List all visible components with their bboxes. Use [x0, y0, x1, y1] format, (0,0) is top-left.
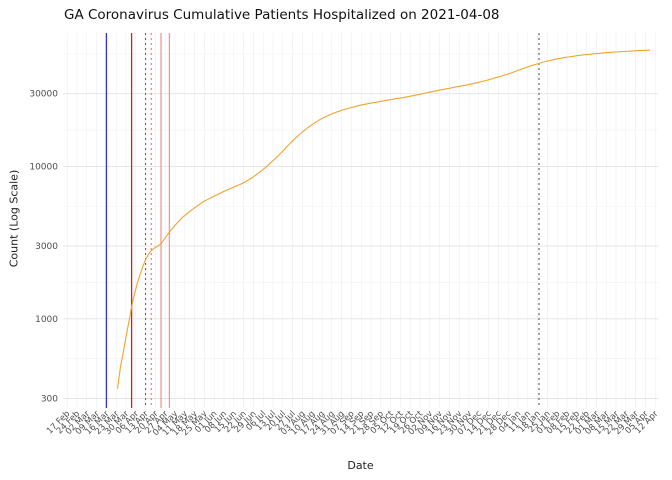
svg-text:10000: 10000	[29, 162, 58, 172]
x-axis-title: Date	[347, 459, 374, 472]
y-axis-title: Count (Log Scale)	[7, 169, 21, 268]
svg-text:30000: 30000	[29, 90, 58, 100]
svg-text:3000: 3000	[35, 242, 58, 252]
chart-title: GA Coronavirus Cumulative Patients Hospi…	[64, 7, 500, 23]
svg-text:300: 300	[41, 395, 58, 405]
svg-text:1000: 1000	[35, 315, 58, 325]
